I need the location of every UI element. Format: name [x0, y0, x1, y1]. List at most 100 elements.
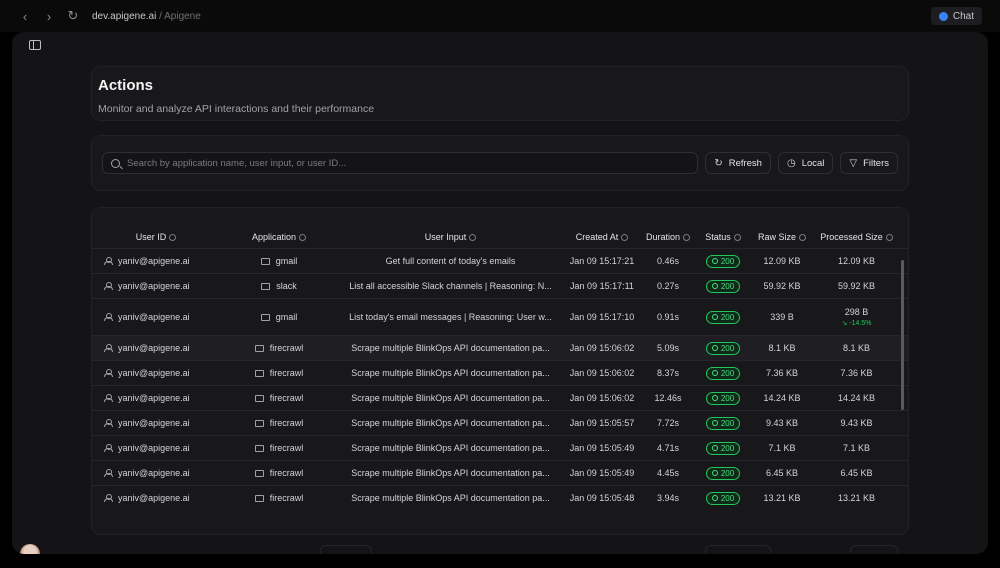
duration-cell: 12.46s: [654, 393, 682, 403]
processed-size-value: 12.09 KB: [837, 256, 876, 266]
table-scrollbar[interactable]: [901, 260, 904, 410]
user-id-value: yaniv@apigene.ai: [118, 256, 190, 266]
column-status[interactable]: Status: [695, 232, 751, 242]
processed-size-value: 14.24 KB: [837, 393, 876, 403]
check-circle-icon: [711, 495, 718, 501]
processed-size-cell: 13.21 KB: [813, 493, 900, 503]
user-id-cell: yaniv@apigene.ai: [92, 493, 220, 503]
chat-button[interactable]: Chat: [930, 7, 982, 25]
user-id-cell: yaniv@apigene.ai: [92, 443, 220, 453]
column-user-input[interactable]: User Input: [338, 232, 563, 242]
user-input-cell: Scrape multiple BlinkOps API documentati…: [351, 368, 550, 378]
user-id-cell: yaniv@apigene.ai: [92, 256, 220, 266]
table-row[interactable]: yaniv@apigene.ai firecrawl Scrape multiple…: [92, 360, 908, 385]
processed-size-value: 7.1 KB: [842, 443, 871, 453]
processed-size-value: 6.45 KB: [840, 468, 873, 478]
processed-size-value: 13.21 KB: [837, 493, 876, 503]
app-window: Actions Monitor and analyze API interact…: [12, 32, 988, 554]
user-input-cell: Get full content of today's emails: [385, 256, 516, 266]
pagination-control[interactable]: [705, 545, 771, 554]
back-icon[interactable]: ‹: [22, 8, 28, 24]
user-input-cell: Scrape multiple BlinkOps API documentati…: [351, 418, 550, 428]
processed-size-cell: 14.24 KB: [813, 393, 900, 403]
refresh-button[interactable]: ↻ Refresh: [705, 152, 771, 174]
duration-cell: 0.46s: [656, 256, 680, 266]
processed-size-cell: 12.09 KB: [813, 256, 900, 266]
forward-icon[interactable]: ›: [46, 8, 52, 24]
status-value: 200: [720, 343, 735, 353]
application-value: slack: [276, 281, 297, 291]
actions-table: User ID Application User Input Created A…: [91, 207, 909, 535]
size-delta: ↘ -14.5%: [841, 320, 872, 327]
search-box[interactable]: [102, 152, 699, 174]
user-id-cell: yaniv@apigene.ai: [92, 468, 220, 478]
info-icon: [799, 234, 806, 241]
status-badge: 200: [705, 441, 741, 455]
raw-size-cell: 339 B: [770, 312, 794, 322]
table-row[interactable]: yaniv@apigene.ai firecrawl Scrape multiple…: [92, 485, 908, 510]
table-row[interactable]: yaniv@apigene.ai firecrawl Scrape multiple…: [92, 410, 908, 435]
column-label: Created At: [575, 232, 619, 242]
user-id-value: yaniv@apigene.ai: [118, 468, 190, 478]
app-window-icon: [254, 345, 264, 352]
table-row[interactable]: yaniv@apigene.ai firecrawl Scrape multiple…: [92, 335, 908, 360]
pagination-control[interactable]: [850, 545, 898, 554]
user-id-cell: yaniv@apigene.ai: [92, 281, 220, 291]
status-badge: 200: [705, 341, 741, 355]
duration-cell: 0.91s: [656, 312, 680, 322]
info-icon: [621, 234, 629, 241]
check-circle-icon: [711, 258, 718, 264]
app-window-icon: [254, 395, 264, 402]
reload-icon[interactable]: ↻: [67, 8, 79, 23]
table-row[interactable]: yaniv@apigene.ai firecrawl Scrape multiple…: [92, 460, 908, 485]
processed-size-cell: 7.1 KB: [813, 443, 900, 453]
status-value: 200: [720, 312, 735, 322]
status-value: 200: [720, 443, 735, 453]
created-at-cell: Jan 09 15:06:02: [569, 393, 635, 403]
table-row[interactable]: yaniv@apigene.ai firecrawl Scrape multiple…: [92, 385, 908, 410]
application-cell: gmail: [220, 312, 338, 322]
application-cell: firecrawl: [220, 343, 338, 353]
raw-size-cell: 6.45 KB: [765, 468, 799, 478]
info-icon: [169, 234, 177, 241]
application-value: firecrawl: [269, 368, 304, 378]
search-input[interactable]: [127, 157, 690, 169]
table-body: yaniv@apigene.ai gmail Get full content of…: [92, 248, 908, 510]
column-application[interactable]: Application: [220, 232, 338, 242]
raw-size-cell: 8.1 KB: [768, 343, 796, 353]
status-cell: 200: [695, 466, 751, 480]
created-at-cell: Jan 09 15:05:49: [569, 443, 635, 453]
local-button[interactable]: ◷ Local: [777, 152, 834, 174]
table-row[interactable]: yaniv@apigene.ai slack List all accessible…: [92, 273, 908, 298]
user-id-value: yaniv@apigene.ai: [118, 281, 190, 291]
status-cell: 200: [695, 254, 751, 268]
sidebar-toggle-icon[interactable]: [29, 40, 41, 50]
browser-toolbar: ‹ › ↻ dev.apigene.ai / Apigene Chat: [0, 0, 1000, 32]
status-badge: 200: [705, 416, 741, 430]
status-value: 200: [720, 418, 735, 428]
table-row[interactable]: yaniv@apigene.ai firecrawl Scrape multiple…: [92, 435, 908, 460]
user-id-value: yaniv@apigene.ai: [118, 443, 190, 453]
filters-button[interactable]: ▽ Filters: [840, 152, 898, 174]
application-cell: firecrawl: [220, 493, 338, 503]
column-raw-size[interactable]: Raw Size: [751, 232, 813, 242]
pagination-control[interactable]: [320, 545, 372, 554]
app-window-icon: [254, 495, 264, 502]
page-title: Actions: [98, 77, 154, 94]
column-duration[interactable]: Duration: [641, 232, 695, 242]
created-at-cell: Jan 09 15:17:11: [570, 281, 634, 291]
raw-size-cell: 7.36 KB: [765, 368, 799, 378]
created-at-cell: Jan 09 15:05:49: [569, 468, 635, 478]
column-created-at[interactable]: Created At: [563, 232, 641, 242]
column-processed-size[interactable]: Processed Size: [813, 232, 900, 242]
table-row[interactable]: yaniv@apigene.ai gmail Get full content of…: [92, 248, 908, 273]
funnel-icon: ▽: [849, 157, 858, 169]
refresh-icon: ↻: [714, 157, 723, 169]
avatar[interactable]: [20, 544, 40, 554]
application-value: gmail: [275, 256, 298, 266]
table-row[interactable]: yaniv@apigene.ai gmail List today's email …: [92, 298, 908, 335]
address-bar[interactable]: dev.apigene.ai / Apigene: [92, 11, 201, 22]
status-badge: 200: [705, 279, 741, 293]
application-cell: gmail: [220, 256, 338, 266]
column-user-id[interactable]: User ID: [92, 232, 220, 242]
